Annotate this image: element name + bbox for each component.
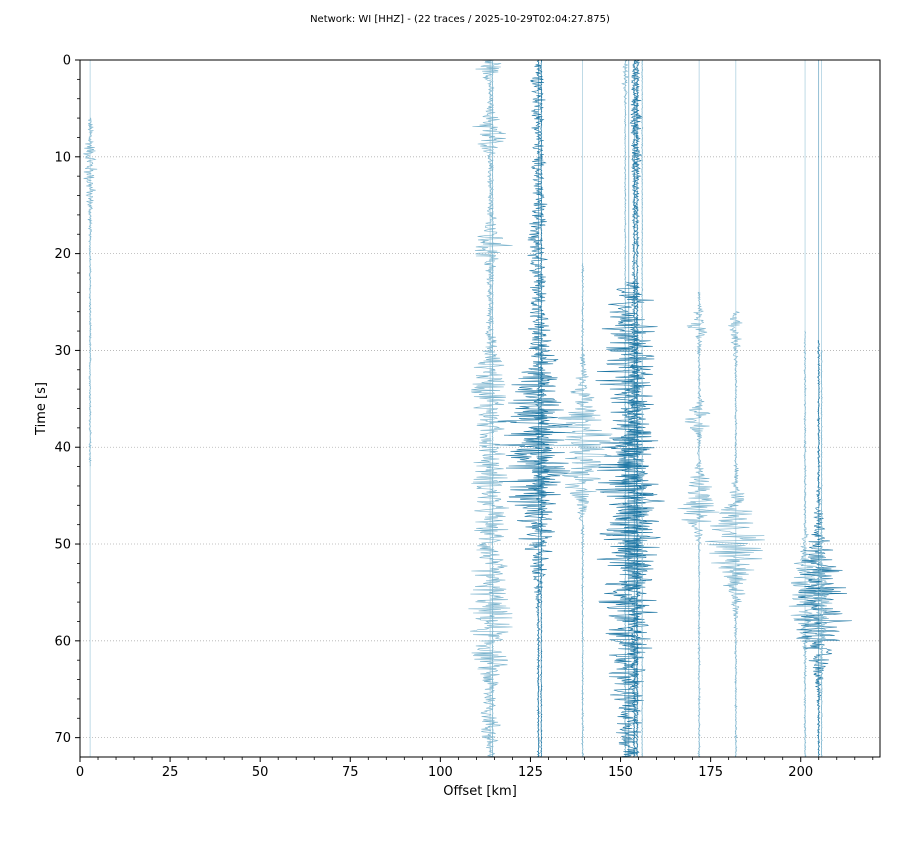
y-tick-label: 0	[63, 54, 71, 69]
x-tick-label: 150	[608, 765, 633, 780]
y-axis: 0 10 20 30 40 50 60 70	[54, 54, 80, 746]
x-axis-label: Offset [km]	[443, 784, 517, 799]
seismic-traces	[83, 59, 852, 758]
seismic-trace	[83, 117, 98, 467]
seismic-trace	[677, 292, 720, 757]
x-tick-label: 200	[788, 765, 813, 780]
seismic-trace	[468, 59, 513, 757]
seismic-trace	[621, 59, 629, 757]
y-tick-label: 70	[54, 731, 71, 746]
x-tick-label: 100	[428, 765, 453, 780]
y-tick-label: 50	[54, 538, 71, 553]
seismic-trace	[640, 59, 644, 757]
seismic-trace	[705, 311, 765, 758]
x-tick-label: 0	[76, 765, 84, 780]
x-tick-label: 50	[252, 765, 269, 780]
seismic-trace	[794, 340, 852, 757]
y-axis-label: Time [s]	[34, 382, 49, 436]
chart-title: Network: WI [HHZ] - (22 traces / 2025-10…	[310, 14, 610, 25]
x-tick-label: 25	[162, 765, 179, 780]
seismic-trace	[788, 330, 821, 757]
y-tick-label: 20	[54, 247, 71, 262]
grid-lines	[80, 59, 880, 739]
y-tick-label: 30	[54, 344, 71, 359]
seismic-trace	[491, 59, 494, 757]
seismic-trace	[552, 262, 613, 757]
seismic-trace	[632, 59, 643, 757]
x-tick-label: 175	[698, 765, 723, 780]
seismic-trace	[494, 59, 573, 757]
seismic-trace	[812, 350, 833, 757]
y-tick-label: 40	[54, 441, 71, 456]
x-tick-label: 75	[342, 765, 359, 780]
y-tick-label: 10	[54, 150, 71, 165]
seismic-trace	[523, 59, 556, 757]
x-axis: 0 25 50 75 100 125 150 175 200	[76, 757, 874, 780]
x-tick-label: 125	[518, 765, 543, 780]
y-tick-label: 60	[54, 634, 71, 649]
seismic-trace	[595, 282, 665, 757]
